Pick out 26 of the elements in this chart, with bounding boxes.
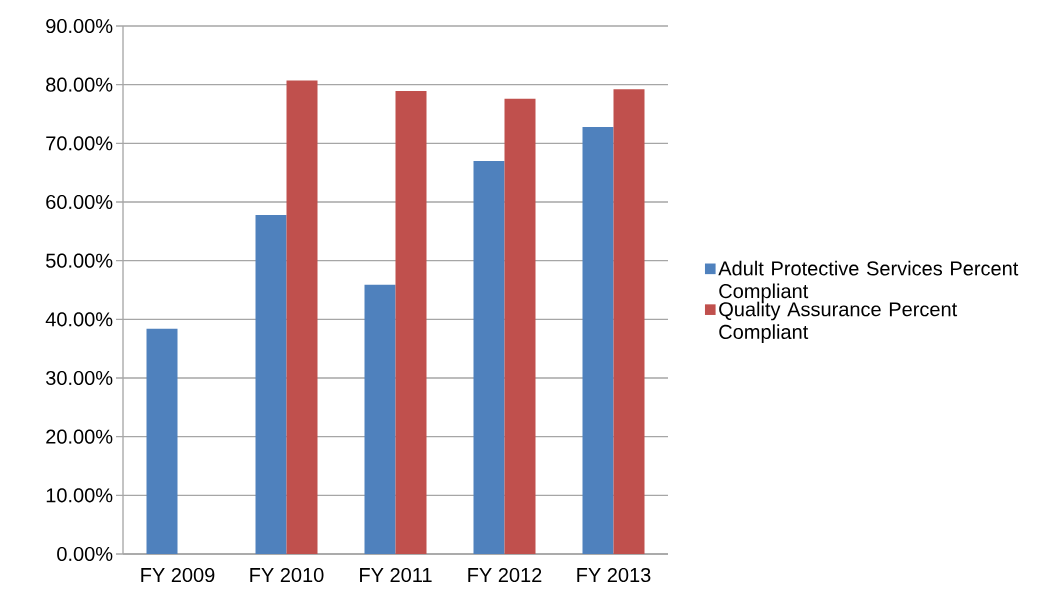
- bar: [504, 98, 536, 554]
- bar: [582, 126, 614, 554]
- legend-label: Adult Protective Services Percent Compliant: [718, 260, 1019, 303]
- x-tick-label: FY 2013: [577, 567, 651, 583]
- y-tick-label: 60.00%: [46, 194, 113, 210]
- y-tick-label: 80.00%: [46, 77, 113, 92]
- y-tick-label: 10.00%: [46, 488, 113, 503]
- y-tick-label: 0.00%: [57, 546, 113, 562]
- y-tick-label: 70.00%: [46, 136, 113, 151]
- y-tick-label: 20.00%: [46, 429, 113, 444]
- bar: [473, 160, 505, 554]
- y-tick-label: 90.00%: [46, 18, 113, 34]
- y-tick-label: 50.00%: [46, 253, 113, 268]
- bar: [146, 328, 178, 554]
- legend-label: Quality Assurance Percent Compliant: [719, 301, 958, 343]
- bar: [255, 214, 287, 554]
- bar: [286, 80, 318, 554]
- bar: [613, 89, 645, 554]
- bar: [395, 91, 427, 554]
- y-tick-label: 40.00%: [45, 312, 113, 327]
- bar: [364, 284, 396, 554]
- y-tick-label: 30.00%: [46, 370, 113, 386]
- x-tick-label: FY 2011: [360, 567, 432, 583]
- x-tick-label: FY 2009: [141, 567, 215, 583]
- x-tick-label: FY 2012: [468, 567, 542, 583]
- x-tick-label: FY 2010: [250, 567, 324, 583]
